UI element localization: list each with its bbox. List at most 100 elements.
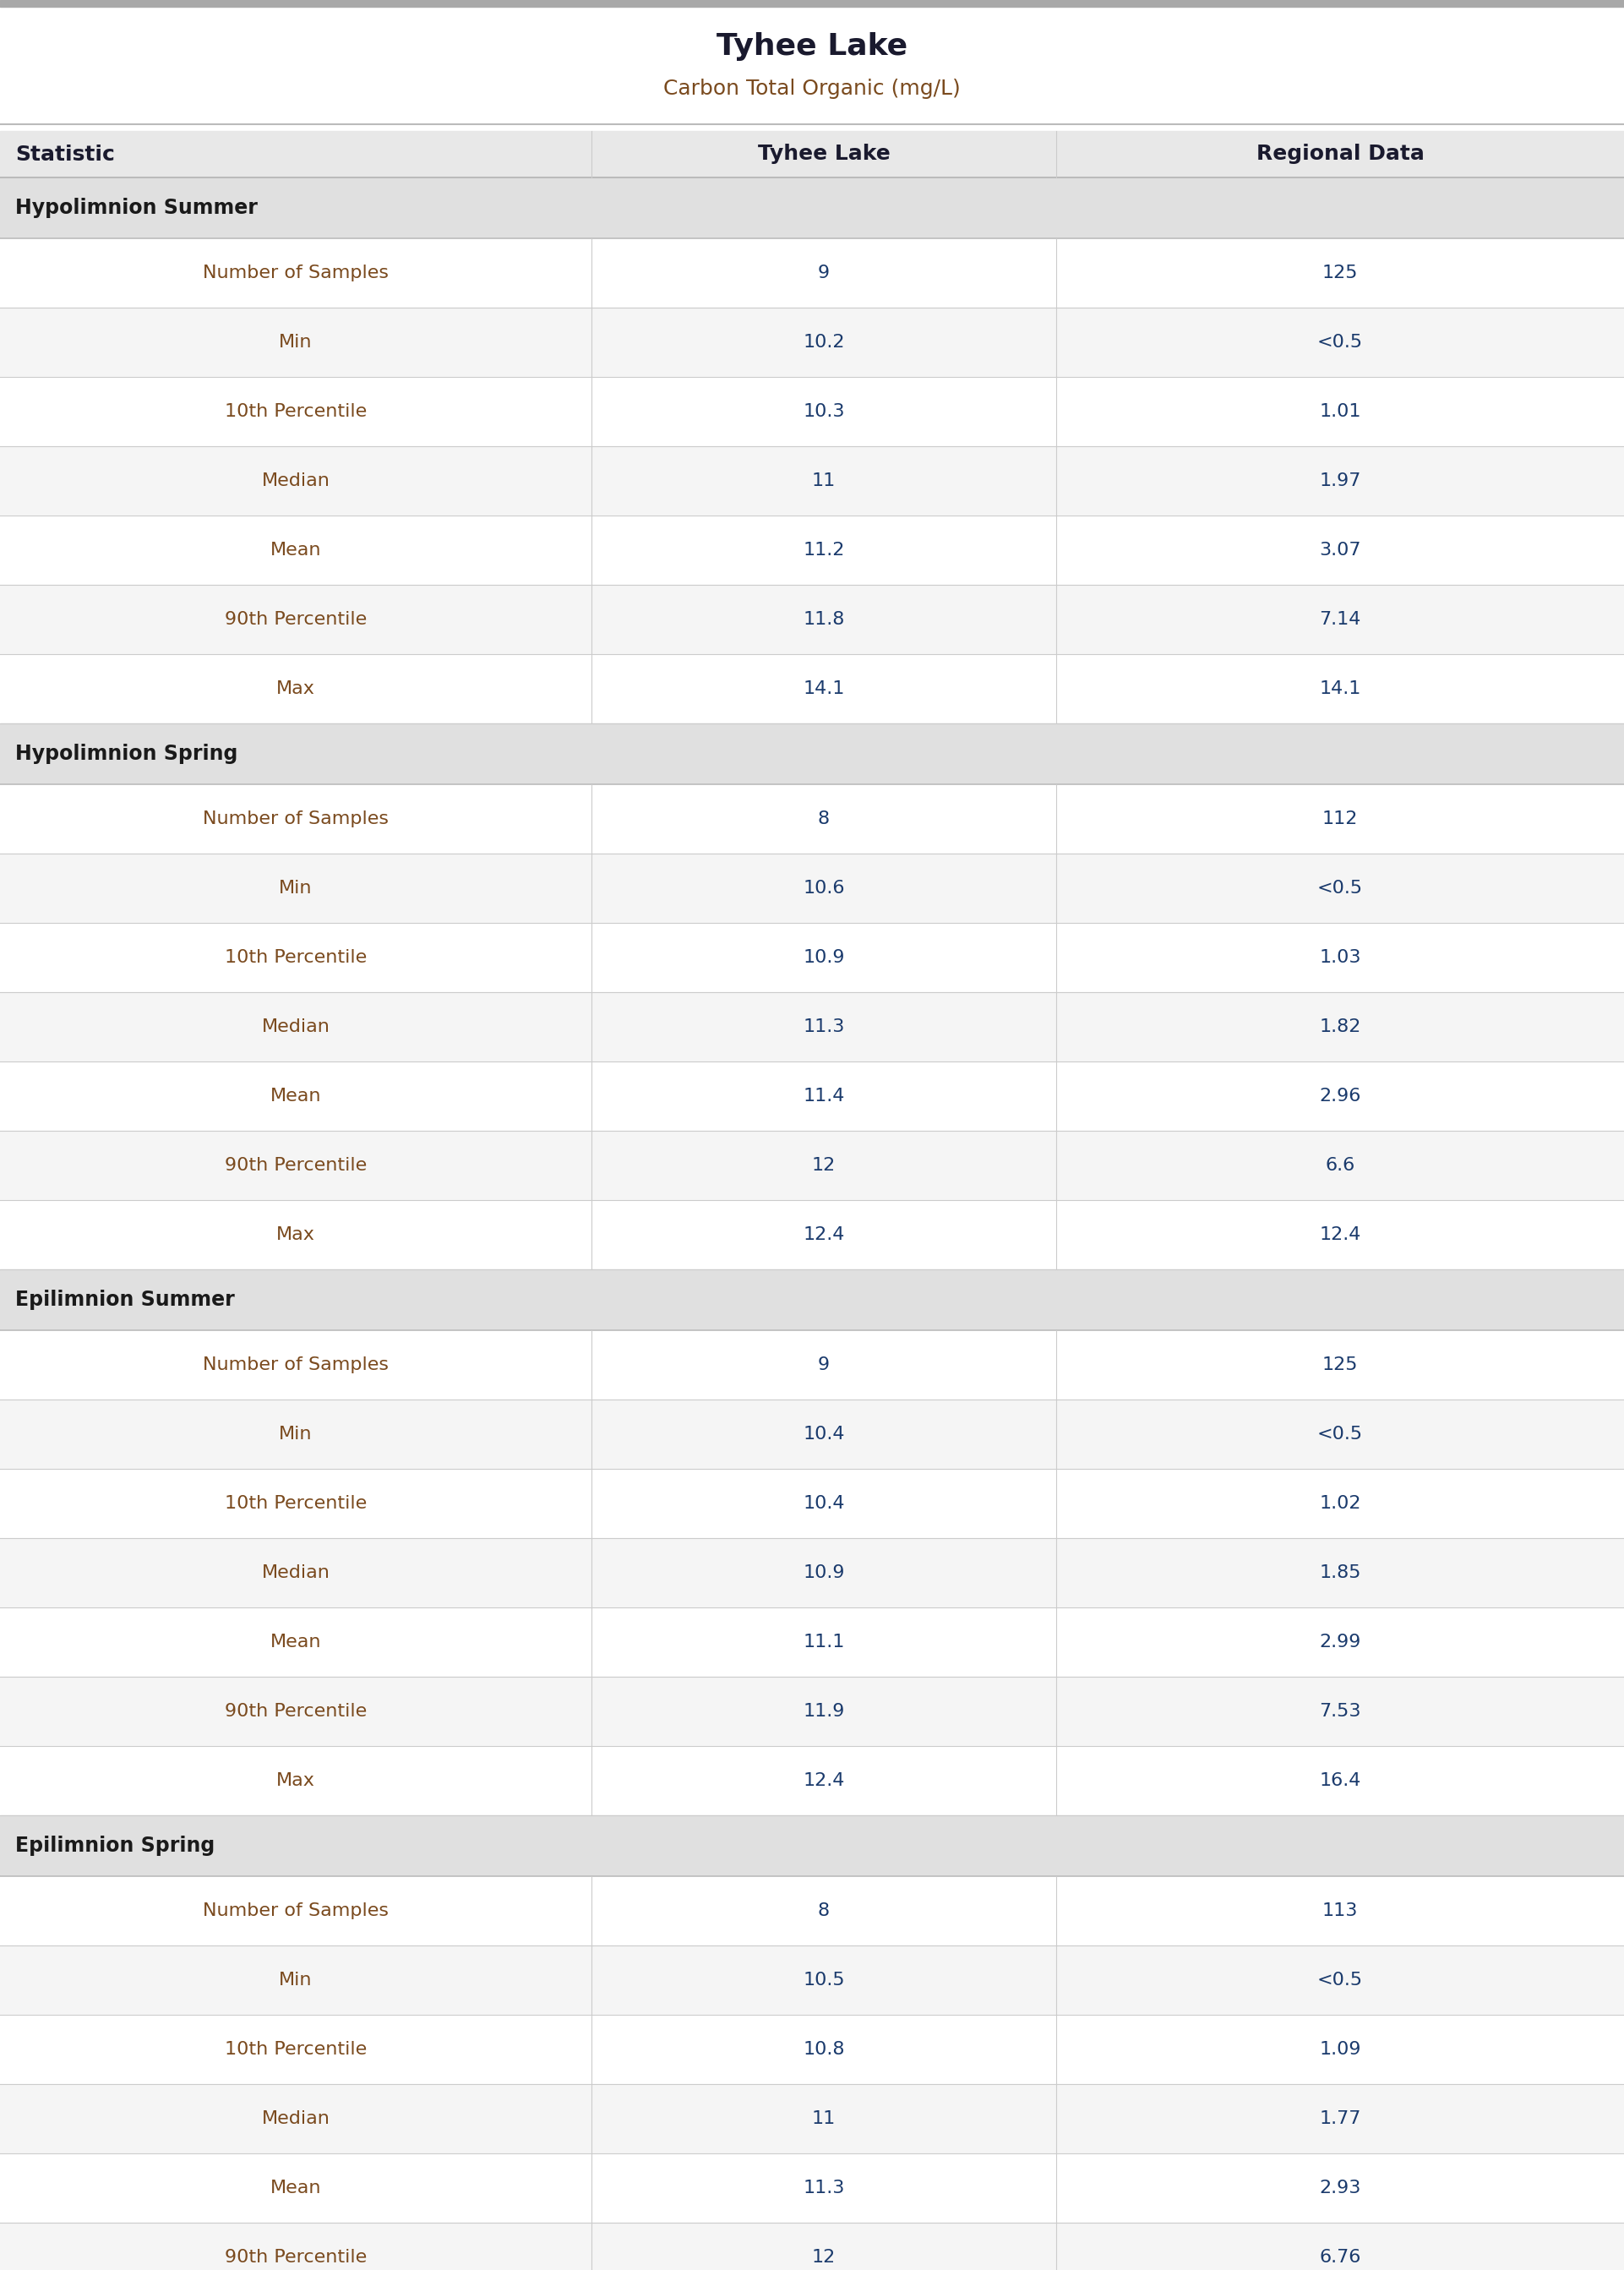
Text: 90th Percentile: 90th Percentile bbox=[224, 1158, 367, 1174]
Text: 12.4: 12.4 bbox=[802, 1226, 844, 1244]
Text: 11.1: 11.1 bbox=[802, 1634, 844, 1650]
Text: 11.8: 11.8 bbox=[802, 611, 844, 629]
Text: 125: 125 bbox=[1322, 1357, 1358, 1373]
Text: 2.96: 2.96 bbox=[1319, 1087, 1361, 1105]
Bar bbox=[0, 0, 1624, 7]
Text: 1.03: 1.03 bbox=[1319, 949, 1361, 967]
Bar bbox=[0, 177, 1624, 238]
Text: 10.5: 10.5 bbox=[802, 1973, 844, 1989]
Bar bbox=[0, 2084, 1624, 2154]
Text: 12: 12 bbox=[812, 1158, 836, 1174]
Text: 10th Percentile: 10th Percentile bbox=[224, 1496, 367, 1512]
Bar bbox=[0, 2016, 1624, 2084]
Text: Median: Median bbox=[261, 1564, 330, 1582]
Text: 10.6: 10.6 bbox=[802, 881, 844, 897]
Text: 1.85: 1.85 bbox=[1319, 1564, 1361, 1582]
Text: 11.3: 11.3 bbox=[802, 1019, 844, 1035]
Text: 9: 9 bbox=[818, 1357, 830, 1373]
Bar bbox=[0, 924, 1624, 992]
Text: 90th Percentile: 90th Percentile bbox=[224, 1702, 367, 1721]
Bar bbox=[0, 654, 1624, 724]
Text: Hypolimnion Spring: Hypolimnion Spring bbox=[15, 745, 237, 765]
Text: 12.4: 12.4 bbox=[1319, 1226, 1361, 1244]
Text: 125: 125 bbox=[1322, 266, 1358, 281]
Text: 1.02: 1.02 bbox=[1319, 1496, 1361, 1512]
Text: 11: 11 bbox=[812, 472, 836, 490]
Text: 112: 112 bbox=[1322, 810, 1358, 826]
Bar bbox=[0, 1469, 1624, 1539]
Text: 1.82: 1.82 bbox=[1319, 1019, 1361, 1035]
Text: 2.99: 2.99 bbox=[1319, 1634, 1361, 1650]
Bar bbox=[0, 1746, 1624, 1816]
Text: Max: Max bbox=[276, 1226, 315, 1244]
Text: 11.3: 11.3 bbox=[802, 2179, 844, 2197]
Text: Epilimnion Summer: Epilimnion Summer bbox=[15, 1289, 235, 1310]
Text: 3.07: 3.07 bbox=[1319, 543, 1361, 558]
Text: 10.3: 10.3 bbox=[802, 404, 844, 420]
Bar bbox=[0, 132, 1624, 177]
Bar bbox=[0, 1539, 1624, 1607]
Bar bbox=[0, 1062, 1624, 1130]
Text: 10.2: 10.2 bbox=[802, 334, 844, 352]
Text: Min: Min bbox=[279, 1973, 312, 1989]
Text: 10th Percentile: 10th Percentile bbox=[224, 2041, 367, 2059]
Bar bbox=[0, 1130, 1624, 1201]
Text: 14.1: 14.1 bbox=[1319, 681, 1361, 697]
Bar bbox=[0, 992, 1624, 1062]
Text: 12: 12 bbox=[812, 2250, 836, 2265]
Text: 90th Percentile: 90th Percentile bbox=[224, 611, 367, 629]
Text: <0.5: <0.5 bbox=[1317, 334, 1363, 352]
Text: Epilimnion Spring: Epilimnion Spring bbox=[15, 1836, 214, 1857]
Bar bbox=[0, 1877, 1624, 1945]
Bar bbox=[0, 1330, 1624, 1401]
Text: 11.9: 11.9 bbox=[802, 1702, 844, 1721]
Text: Number of Samples: Number of Samples bbox=[203, 810, 388, 826]
Text: 9: 9 bbox=[818, 266, 830, 281]
Text: Median: Median bbox=[261, 472, 330, 490]
Text: Regional Data: Regional Data bbox=[1255, 143, 1424, 163]
Bar bbox=[0, 1816, 1624, 1877]
Text: Number of Samples: Number of Samples bbox=[203, 1357, 388, 1373]
Bar bbox=[0, 2222, 1624, 2270]
Text: Mean: Mean bbox=[270, 543, 322, 558]
Text: 10.9: 10.9 bbox=[802, 1564, 844, 1582]
Text: 10.8: 10.8 bbox=[802, 2041, 844, 2059]
Bar bbox=[0, 1678, 1624, 1746]
Text: 10.9: 10.9 bbox=[802, 949, 844, 967]
Text: 10th Percentile: 10th Percentile bbox=[224, 404, 367, 420]
Text: Mean: Mean bbox=[270, 2179, 322, 2197]
Bar bbox=[0, 309, 1624, 377]
Text: Min: Min bbox=[279, 881, 312, 897]
Text: 1.01: 1.01 bbox=[1319, 404, 1361, 420]
Bar bbox=[0, 2154, 1624, 2222]
Bar bbox=[0, 1201, 1624, 1269]
Bar bbox=[0, 515, 1624, 586]
Bar bbox=[0, 377, 1624, 447]
Text: Max: Max bbox=[276, 681, 315, 697]
Text: Median: Median bbox=[261, 2111, 330, 2127]
Bar bbox=[0, 586, 1624, 654]
Bar bbox=[0, 238, 1624, 309]
Bar bbox=[0, 1401, 1624, 1469]
Text: 1.97: 1.97 bbox=[1319, 472, 1361, 490]
Text: 10.4: 10.4 bbox=[802, 1426, 844, 1444]
Text: 2.93: 2.93 bbox=[1319, 2179, 1361, 2197]
Text: 12.4: 12.4 bbox=[802, 1773, 844, 1789]
Text: Tyhee Lake: Tyhee Lake bbox=[758, 143, 890, 163]
Text: 1.09: 1.09 bbox=[1319, 2041, 1361, 2059]
Text: 1.77: 1.77 bbox=[1319, 2111, 1361, 2127]
Bar bbox=[0, 1607, 1624, 1678]
Text: 14.1: 14.1 bbox=[802, 681, 844, 697]
Text: 6.6: 6.6 bbox=[1325, 1158, 1354, 1174]
Text: Carbon Total Organic (mg/L): Carbon Total Organic (mg/L) bbox=[663, 79, 961, 100]
Text: 11.4: 11.4 bbox=[802, 1087, 844, 1105]
Text: 8: 8 bbox=[818, 1902, 830, 1918]
Text: Number of Samples: Number of Samples bbox=[203, 266, 388, 281]
Text: 10.4: 10.4 bbox=[802, 1496, 844, 1512]
Text: 16.4: 16.4 bbox=[1319, 1773, 1361, 1789]
Bar bbox=[0, 854, 1624, 924]
Text: 6.76: 6.76 bbox=[1319, 2250, 1361, 2265]
Text: Mean: Mean bbox=[270, 1087, 322, 1105]
Text: Min: Min bbox=[279, 334, 312, 352]
Bar bbox=[0, 1945, 1624, 2016]
